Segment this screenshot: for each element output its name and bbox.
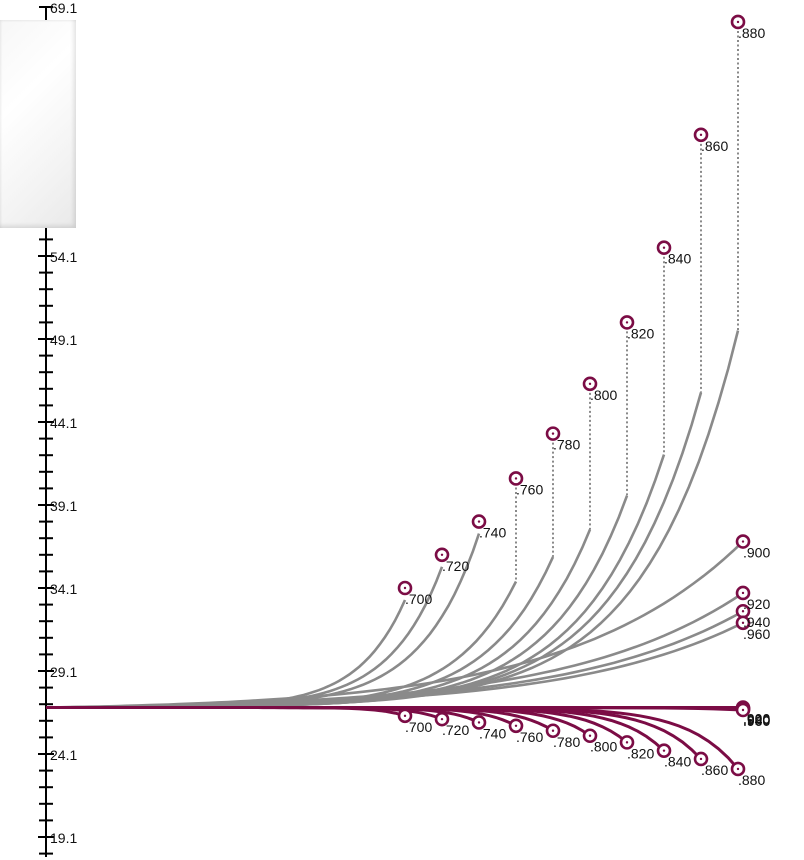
lower-label-960: .960 [743, 713, 770, 729]
y-tick-label-8: 69.1 [50, 0, 77, 16]
y-axis: 19.1 24.1 29.1 34.1 39.1 44.1 49.1 54.1 69.1 [38, 0, 77, 857]
lower-marker-dot-780 [551, 729, 555, 732]
upper-label-800: .800 [590, 387, 617, 403]
upper-curve-740 [50, 533, 481, 709]
y-tick-label-7: 54.1 [50, 249, 77, 265]
upper-marker-dot-900 [741, 540, 745, 543]
lower-marker-dot-720 [440, 717, 444, 721]
lower-marker-dot-760 [514, 724, 518, 727]
upper-label-720: .720 [442, 558, 469, 574]
lower-marker-dot-860 [699, 757, 703, 761]
upper-curve-900 [49, 540, 744, 709]
upper-marker-dot-740 [477, 520, 481, 523]
upper-marker-dot-960 [741, 621, 745, 625]
lower-label-780: .780 [553, 734, 580, 750]
upper-marker-dot-760 [514, 477, 518, 480]
lower-curve-960 [50, 706, 744, 712]
lower-label-840: .840 [664, 754, 691, 770]
lower-marker-dot-960 [741, 708, 745, 712]
y-tick-label-3: 34.1 [50, 581, 77, 597]
lower-marker-dot-700 [403, 714, 407, 718]
y-tick-label-0: 19.1 [50, 830, 77, 846]
point-markers [397, 14, 751, 777]
upper-label-700: .700 [405, 591, 432, 607]
upper-marker-dot-880 [736, 20, 740, 24]
upper-marker-dot-940 [741, 610, 745, 613]
upper-curve-800 [50, 528, 592, 709]
upper-label-820: .820 [627, 325, 654, 341]
lower-label-900: .900 [743, 711, 770, 727]
lower-marker-dot-820 [625, 741, 629, 744]
upper-curve-720 [50, 566, 444, 709]
y-tick-label-1: 24.1 [50, 747, 77, 763]
lower-marker-dot-800 [588, 734, 592, 737]
point-labels: .700 .720 .740 .760 .780 .800 .820 .840 .860 .880… [405, 25, 770, 788]
upper-curve-820 [50, 495, 629, 709]
y-tick-label-2: 29.1 [50, 664, 77, 680]
lower-label-920: .920 [743, 711, 770, 727]
lower-marker-dot-840 [662, 749, 666, 752]
lower-label-820: .820 [627, 745, 654, 761]
lower-label-860: .860 [701, 762, 728, 778]
upper-marker-dot-800 [588, 382, 592, 386]
upper-label-960: .960 [743, 626, 770, 642]
upper-label-900: .900 [743, 545, 770, 561]
upper-marker-dot-860 [699, 133, 703, 137]
upper-label-740: .740 [479, 525, 506, 541]
upper-marker-dot-720 [440, 553, 444, 556]
dotted-connectors [515, 21, 739, 582]
upper-curve-700 [50, 599, 407, 709]
upper-label-760: .760 [516, 481, 543, 497]
upper-label-880: .880 [738, 25, 765, 41]
upper-marker-dot-820 [625, 321, 629, 324]
upper-label-920: .920 [743, 596, 770, 612]
lower-marker-dot-880 [736, 767, 740, 771]
lower-label-720: .720 [442, 722, 469, 738]
upper-curves [49, 330, 744, 709]
upper-marker-dot-920 [741, 591, 745, 595]
upper-label-940: .940 [743, 614, 770, 630]
upper-label-860: .860 [701, 138, 728, 154]
upper-label-780: .780 [553, 437, 580, 453]
y-tick-label-6: 49.1 [50, 332, 77, 348]
lower-label-740: .740 [479, 725, 506, 741]
upper-marker-dot-700 [403, 586, 407, 590]
lower-label-800: .800 [590, 739, 617, 755]
lower-label-940: .940 [743, 712, 770, 728]
lower-marker-dot-740 [477, 721, 481, 724]
y-tick-label-4: 39.1 [50, 498, 77, 514]
upper-marker-dot-780 [551, 432, 555, 435]
lower-label-760: .760 [516, 729, 543, 745]
paper-overlay [0, 20, 76, 228]
lower-label-700: .700 [405, 719, 432, 735]
lower-label-880: .880 [738, 772, 765, 788]
y-tick-label-5: 44.1 [50, 415, 77, 431]
lower-curves [46, 706, 745, 770]
upper-marker-dot-840 [662, 246, 666, 249]
upper-label-840: .840 [664, 251, 691, 267]
